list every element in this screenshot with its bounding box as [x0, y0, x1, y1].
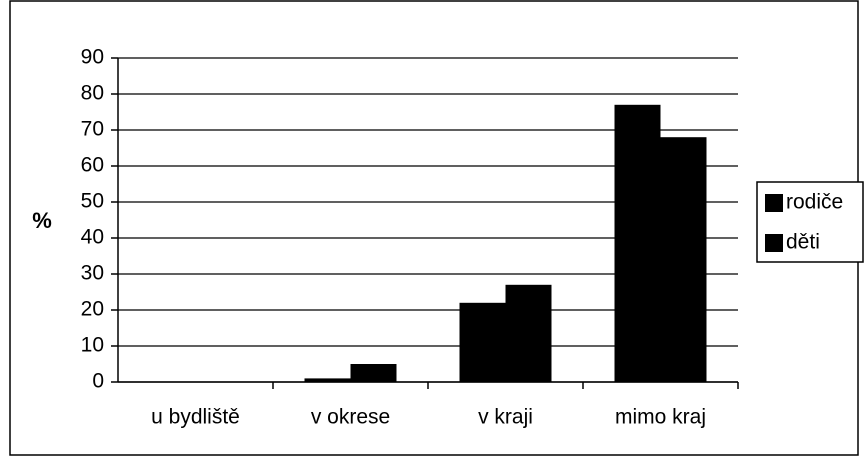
y-tick-label: 10 [81, 334, 104, 357]
y-tick-label: 60 [81, 154, 104, 177]
legend-label: rodiče [786, 191, 843, 214]
bar [350, 364, 397, 382]
y-axis-label: % [32, 208, 52, 233]
legend-label: děti [786, 231, 820, 254]
y-tick-label: 70 [81, 118, 104, 141]
y-tick-label: 90 [81, 46, 104, 69]
chart-frame [9, 0, 859, 456]
bar [614, 104, 661, 383]
bar [660, 137, 707, 382]
y-tick-label: 0 [92, 370, 104, 393]
x-tick-label: mimo kraj [615, 406, 706, 429]
bar [304, 378, 351, 382]
y-tick-label: 30 [81, 262, 104, 285]
x-tick-label: u bydliště [151, 406, 240, 429]
y-tick-label: 50 [81, 190, 104, 213]
bar [459, 302, 506, 382]
y-tick-label: 80 [81, 82, 104, 105]
y-tick-label: 20 [81, 298, 104, 321]
y-tick-label: 40 [81, 226, 104, 249]
x-tick-label: v okrese [311, 406, 390, 429]
x-tick-label: v kraji [478, 406, 533, 429]
legend-swatch [765, 194, 783, 212]
legend-swatch [765, 234, 783, 252]
bar [505, 284, 552, 382]
